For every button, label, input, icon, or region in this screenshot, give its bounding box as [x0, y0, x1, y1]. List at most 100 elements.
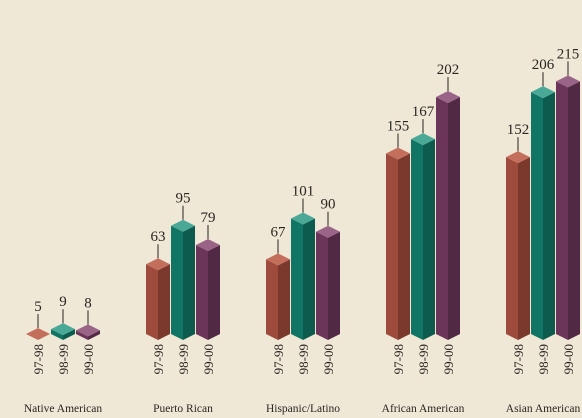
bar-face-left — [146, 264, 158, 340]
value-label-asian-american-99-00: 215 — [557, 46, 580, 62]
bar-face-left — [386, 153, 398, 340]
value-label-native-american-98-99: 9 — [59, 294, 67, 310]
bar-puerto-rican-99-00 — [196, 238, 220, 340]
bar-cap — [196, 238, 220, 251]
tick-label-97-98: 97-98 — [31, 344, 46, 374]
bar-face-left — [266, 259, 278, 340]
group-label-african-american: African American — [382, 403, 465, 415]
bar-face-left — [171, 225, 183, 340]
group-label-asian-american: Asian American — [506, 403, 581, 415]
bar-face-right — [63, 329, 75, 340]
bar-face-right — [278, 259, 290, 340]
bar-cap — [146, 258, 170, 271]
value-label-puerto-rican-99-00: 79 — [201, 210, 216, 226]
bar-shade — [543, 92, 555, 340]
value-label-african-american-97-98: 155 — [387, 119, 410, 135]
bar-face-right — [543, 92, 555, 340]
bar-face-right — [568, 81, 580, 340]
tick-label-97-98: 97-98 — [151, 344, 166, 374]
bar-shade — [518, 157, 530, 340]
tick-label-98-99: 98-99 — [296, 344, 311, 374]
bar-cap — [171, 219, 195, 232]
bar-cap — [556, 75, 580, 88]
bar-cap — [506, 151, 530, 164]
bar-hispanic-latino-97-98 — [266, 253, 290, 340]
bar-shade — [398, 153, 410, 340]
tick-label-98-99: 98-99 — [416, 344, 431, 374]
bar-asian-american-99-00 — [556, 75, 580, 340]
bar-african-american-99-00 — [436, 90, 460, 340]
bar-shade — [88, 330, 100, 340]
bar-face-right — [88, 330, 100, 340]
tick-label-98-99: 98-99 — [176, 344, 191, 374]
tick-label-98-99: 98-99 — [56, 344, 71, 374]
group-label-native-american: Native American — [24, 403, 102, 415]
tick-label-97-98: 97-98 — [511, 344, 526, 374]
value-label-puerto-rican-97-98: 63 — [151, 229, 166, 245]
tick-label-99-00: 99-00 — [201, 344, 216, 374]
bar-face-right — [398, 153, 410, 340]
bar-face-right — [518, 157, 530, 340]
bar-shade — [208, 244, 220, 340]
bar-cap — [51, 323, 75, 336]
bar-native-american-99-00 — [76, 324, 100, 340]
tick-label-97-98: 97-98 — [271, 344, 286, 374]
tick-label-98-99: 98-99 — [536, 344, 551, 374]
bar-face-left — [76, 330, 88, 340]
bar-shade — [158, 264, 170, 340]
bar-cap — [266, 253, 290, 266]
bar-face-right — [328, 231, 340, 340]
bar-face-right — [208, 244, 220, 340]
value-label-hispanic-latino-99-00: 90 — [321, 197, 336, 213]
bar-cap — [291, 212, 315, 225]
bar-hispanic-latino-98-99 — [291, 212, 315, 340]
bar-cap — [411, 133, 435, 146]
bar-asian-american-98-99 — [531, 86, 555, 340]
bar-face-right — [303, 218, 315, 340]
group-label-puerto-rican: Puerto Rican — [153, 403, 213, 415]
bar-shade — [303, 218, 315, 340]
tick-label-97-98: 97-98 — [391, 344, 406, 374]
bar-face-left — [436, 96, 448, 340]
bar-shade — [568, 81, 580, 340]
bar-face-left — [556, 81, 568, 340]
bar-face-right — [38, 333, 50, 340]
value-label-asian-american-98-99: 206 — [532, 57, 555, 73]
bar-face-right — [423, 139, 435, 340]
bar-puerto-rican-98-99 — [171, 219, 195, 340]
tick-label-99-00: 99-00 — [81, 344, 96, 374]
bar-cap — [316, 225, 340, 238]
value-label-hispanic-latino-98-99: 101 — [292, 183, 315, 199]
group-label-hispanic-latino: Hispanic/Latino — [266, 403, 340, 415]
bar-cap — [386, 147, 410, 160]
value-label-native-american-99-00: 8 — [84, 295, 92, 311]
value-label-puerto-rican-98-99: 95 — [176, 191, 191, 207]
tick-label-99-00: 99-00 — [321, 344, 336, 374]
bar-cap — [436, 90, 460, 103]
bar-face-left — [506, 157, 518, 340]
bar-hispanic-latino-99-00 — [316, 225, 340, 340]
bar-face-left — [316, 231, 328, 340]
tick-label-99-00: 99-00 — [561, 344, 576, 374]
value-label-asian-american-97-98: 152 — [507, 122, 530, 138]
bar-shade — [183, 225, 195, 340]
bar-asian-american-97-98 — [506, 151, 530, 340]
bar-cap — [26, 327, 50, 340]
bar-face-left — [51, 329, 63, 340]
value-label-african-american-99-00: 202 — [437, 62, 460, 78]
bar-face-right — [448, 96, 460, 340]
bar-shade — [328, 231, 340, 340]
bar-face-right — [183, 225, 195, 340]
bar-face-left — [411, 139, 423, 340]
bar-puerto-rican-97-98 — [146, 258, 170, 340]
bar-native-american-98-99 — [51, 323, 75, 340]
bar-shade — [38, 333, 50, 340]
bar-shade — [63, 329, 75, 340]
bars-layer — [26, 75, 580, 340]
bar-african-american-97-98 — [386, 147, 410, 340]
bar-cap — [76, 324, 100, 337]
bar-african-american-98-99 — [411, 133, 435, 340]
bar-native-american-97-98 — [26, 327, 50, 340]
value-label-native-american-97-98: 5 — [34, 299, 42, 315]
